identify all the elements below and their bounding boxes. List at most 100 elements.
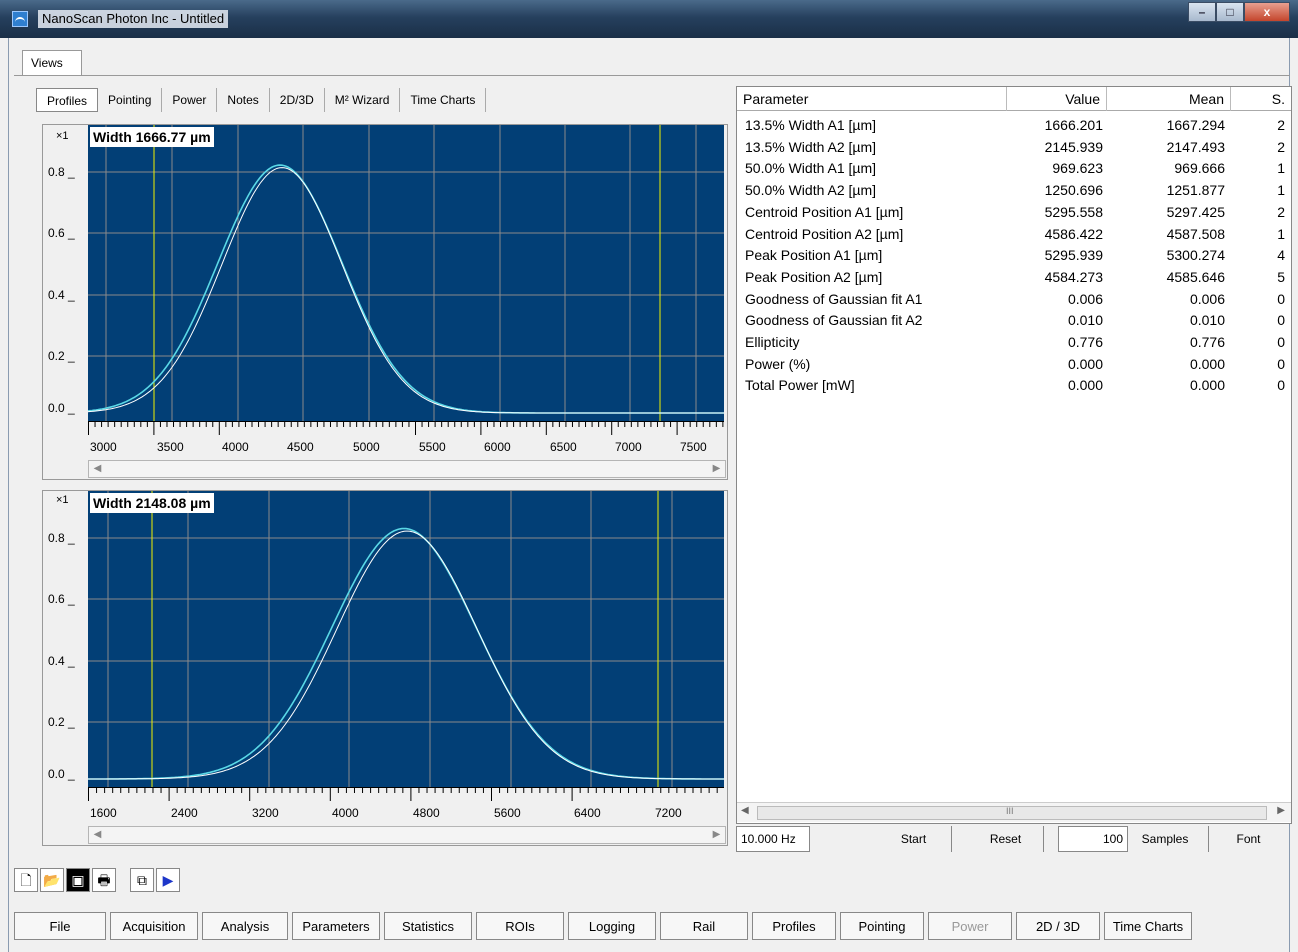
table-cell: Total Power [mW] [745,377,855,394]
table-row[interactable]: Power (%) 0.000 0.000 0 [737,354,1291,375]
toolbar-spacer [118,868,128,898]
subtab-power[interactable]: Power [162,88,218,112]
menu-parameters[interactable]: Parameters [292,912,380,940]
scale-label: ×1 [56,494,69,506]
maximize-button[interactable]: □ [1216,2,1244,22]
scroll-left-icon[interactable]: ◀ [93,463,102,474]
subtab-time-charts[interactable]: Time Charts [400,88,487,112]
title-bar: NanoScan Photon Inc - Untitled – □ x [0,0,1298,38]
profile-curve [88,164,724,414]
profile-chart-a2 [88,491,724,787]
scroll-right-icon[interactable]: ▶ [712,463,721,474]
table-row[interactable]: Centroid Position A2 [µm] 4586.422 4587.50… [737,224,1291,245]
table-row[interactable]: Ellipticity 0.776 0.776 0 [737,332,1291,353]
table-cell: Centroid Position A2 [µm] [745,225,904,242]
y-tick: 0.6 _ [48,592,75,606]
table-row[interactable]: 50.0% Width A1 [µm] 969.623 969.666 1 [737,158,1291,179]
view-2d3d[interactable]: 2D / 3D [1016,912,1100,940]
plot-area-a2[interactable] [88,491,724,787]
table-scrollbar[interactable]: ◀ III ▶ [737,802,1291,822]
x-tick: 6500 [550,440,577,454]
table-cell: 4587.508 [1166,225,1225,242]
view-time-charts[interactable]: Time Charts [1104,912,1192,940]
view-power[interactable]: Power [928,912,1012,940]
plot-area-a1[interactable] [88,125,724,421]
table-cell: 969.666 [1174,160,1225,177]
table-row[interactable]: 13.5% Width A2 [µm] 2145.939 2147.493 2 [737,137,1291,158]
plot-a2-scrollbar[interactable]: ◀ ▶ [88,826,726,844]
subtab-notes[interactable]: Notes [217,88,270,112]
scroll-left-icon[interactable]: ◀ [741,805,749,816]
y-tick: 0.2 _ [48,349,75,363]
menu-analysis[interactable]: Analysis [202,912,288,940]
stats-bar: 10.000 Hz Start Reset 100 Samples Font [736,826,1292,854]
new-icon[interactable]: 🗋 [14,868,38,892]
table-row[interactable]: 50.0% Width A2 [µm] 1250.696 1251.877 1 [737,180,1291,201]
table-cell: 0.000 [1189,355,1225,372]
table-row[interactable]: Goodness of Gaussian fit A1 0.006 0.006 0 [737,289,1291,310]
y-tick: 0.0 _ [48,767,75,781]
col-mean[interactable]: Mean [1107,87,1231,111]
subtab-pointing[interactable]: Pointing [98,88,163,112]
tab-views[interactable]: Views [22,50,82,76]
scroll-right-icon[interactable]: ▶ [1277,805,1285,816]
subtab-2d3d[interactable]: 2D/3D [270,88,325,112]
x-tick: 6000 [484,440,511,454]
table-row[interactable]: Centroid Position A1 [µm] 5295.558 5297.42… [737,202,1291,223]
play-icon[interactable]: ▶ [156,868,180,892]
view-profiles[interactable]: Profiles [752,912,836,940]
menu-rois[interactable]: ROIs [476,912,564,940]
views-divider [14,75,1290,76]
y-axis-a1: 0.8 _ 0.6 _ 0.4 _ 0.2 _ 0.0 _ [48,125,88,421]
table-cell: Goodness of Gaussian fit A2 [745,312,923,329]
y-tick: 0.8 _ [48,165,75,179]
profile-curve [88,167,724,414]
table-row[interactable]: Peak Position A2 [µm] 4584.273 4585.646 5 [737,267,1291,288]
menu-file[interactable]: File [14,912,106,940]
print-icon[interactable]: 🖶 [92,868,116,892]
table-row[interactable]: Total Power [mW] 0.000 0.000 0 [737,375,1291,396]
table-row[interactable]: Goodness of Gaussian fit A2 0.010 0.010 0 [737,310,1291,331]
x-tick: 5500 [419,440,446,454]
subtab-m2-wizard[interactable]: M² Wizard [325,88,401,112]
plot-title-a2: Width 2148.08 µm [90,493,214,513]
samples-count-field[interactable]: 100 [1058,826,1128,852]
table-cell: 13.5% Width A1 [µm] [745,117,877,133]
table-cell: 4586.422 [1044,225,1103,242]
table-row[interactable]: 13.5% Width A1 [µm] 1666.201 1667.294 2 [737,115,1291,136]
save-icon[interactable]: ▣ [66,868,90,892]
toolbar: 🗋 📂 ▣ 🖶 ⧉ ▶ [14,868,180,898]
col-value[interactable]: Value [1007,87,1107,111]
table-cell: 1666.201 [1044,117,1103,133]
table-cell: 0 [1277,334,1285,350]
close-button[interactable]: x [1244,2,1290,22]
view-pointing[interactable]: Pointing [840,912,924,940]
menu-statistics[interactable]: Statistics [384,912,472,940]
table-cell: 2147.493 [1166,138,1225,155]
minimize-button[interactable]: – [1188,2,1216,22]
menu-rail[interactable]: Rail [660,912,748,940]
open-icon[interactable]: 📂 [40,868,64,892]
profile-curve [88,527,724,780]
col-parameter[interactable]: Parameter [737,87,1007,111]
table-cell: 4584.273 [1044,268,1103,285]
col-s[interactable]: S. [1271,91,1285,107]
plot-a1-scrollbar[interactable]: ◀ ▶ [88,460,726,478]
start-button[interactable]: Start [876,826,952,852]
reset-button[interactable]: Reset [968,826,1044,852]
table-cell: 1251.877 [1166,182,1225,199]
table-cell: 0.776 [1189,334,1225,350]
subtab-profiles[interactable]: Profiles [36,88,99,112]
x-tick: 5600 [494,806,521,820]
scroll-left-icon[interactable]: ◀ [93,829,102,840]
table-row[interactable]: Peak Position A1 [µm] 5295.939 5300.274 4 [737,245,1291,266]
menu-acquisition[interactable]: Acquisition [110,912,198,940]
profile-chart-a1 [88,125,724,421]
menu-logging[interactable]: Logging [568,912,656,940]
table-cell: Centroid Position A1 [µm] [745,203,904,220]
profile-curve [88,530,724,780]
scroll-thumb[interactable]: III [757,806,1267,820]
scroll-right-icon[interactable]: ▶ [712,829,721,840]
font-button[interactable]: Font [1208,826,1288,852]
copy-icon[interactable]: ⧉ [130,868,154,892]
